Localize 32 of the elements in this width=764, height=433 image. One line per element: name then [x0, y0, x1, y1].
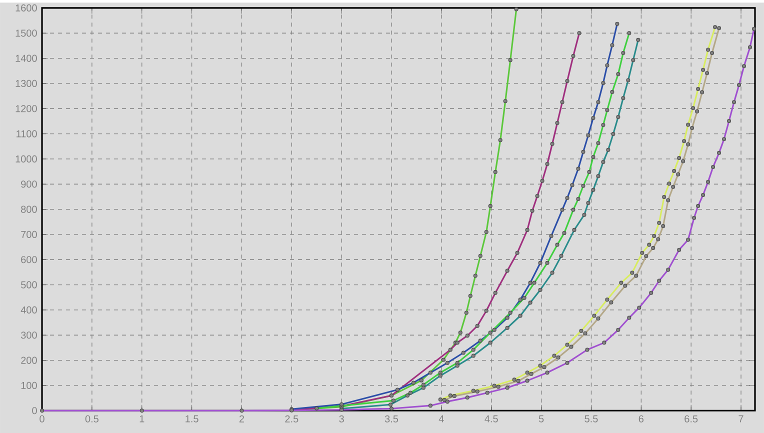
x-tick-label: 1.5: [186, 415, 198, 422]
y-tick-label: 400: [20, 306, 37, 314]
x-tick-label: 3: [339, 415, 344, 422]
y-tick-label: 300: [20, 331, 37, 339]
y-tick-label: 1300: [16, 80, 37, 87]
x-tick-label: 3.5: [384, 415, 398, 422]
x-tick-label: 4.5: [484, 415, 498, 422]
y-tick-label: 1600: [16, 4, 37, 12]
y-tick-label: 1100: [16, 130, 37, 138]
x-tick-label: 6: [638, 415, 644, 422]
x-tick-label: 2: [239, 415, 244, 422]
y-tick-label: 900: [21, 180, 37, 188]
y-tick-label: 1000: [16, 155, 37, 162]
y-tick-label: 0: [32, 406, 37, 414]
y-tick-label: 800: [21, 206, 37, 213]
x-tick-label: 1: [140, 415, 144, 422]
x-tick-label: 2.5: [285, 415, 298, 422]
y-tick-label: 200: [21, 356, 37, 364]
x-tick-label: 5: [538, 415, 544, 422]
x-tick-label: 0: [40, 415, 44, 422]
y-tick-label: 700: [21, 230, 37, 238]
x-tick-label: 6.5: [684, 415, 698, 422]
y-tick-label: 100: [21, 382, 37, 389]
y-tick-label: 1400: [16, 54, 37, 62]
x-tick-label: 4: [438, 415, 444, 422]
x-tick-label: 7: [738, 415, 744, 422]
x-tick-label: 0.5: [85, 415, 98, 422]
x-tick-label: 5.5: [584, 415, 598, 422]
y-tick-label: 600: [21, 256, 37, 264]
y-tick-label: 500: [21, 281, 37, 288]
y-tick-label: 1200: [16, 104, 37, 112]
y-tick-label: 1500: [16, 29, 37, 37]
